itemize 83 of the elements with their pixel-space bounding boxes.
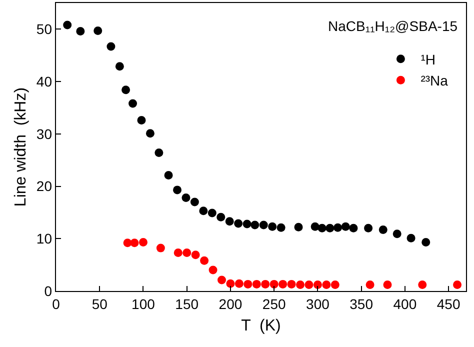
point — [190, 198, 199, 206]
point — [276, 223, 286, 232]
point — [270, 280, 278, 288]
point — [304, 280, 314, 289]
x-tick-label: 100 — [132, 296, 156, 312]
point — [115, 62, 124, 71]
point — [261, 280, 270, 288]
x-tick-label: 50 — [92, 296, 108, 312]
point — [326, 224, 334, 232]
point — [137, 116, 146, 125]
point — [259, 220, 268, 230]
point — [318, 224, 326, 232]
legend-label: ¹H — [420, 51, 436, 68]
point — [173, 186, 182, 194]
point — [364, 224, 373, 232]
point — [174, 248, 182, 258]
point — [130, 238, 139, 248]
x-tick-label: 350 — [350, 296, 374, 312]
point — [268, 222, 277, 231]
point — [76, 27, 85, 36]
point — [138, 238, 148, 247]
point — [164, 171, 173, 180]
point — [383, 280, 392, 289]
x-tick-label: 300 — [306, 296, 330, 312]
annotation: NaCB₁₁H₁₂@SBA-15 — [328, 18, 458, 34]
point — [234, 279, 244, 288]
point — [128, 99, 138, 108]
y-tick-label: 30 — [36, 126, 52, 142]
point — [146, 129, 154, 138]
point — [191, 250, 200, 260]
point — [252, 280, 261, 288]
point — [199, 206, 208, 216]
point — [418, 280, 427, 289]
point — [63, 20, 72, 30]
point — [330, 280, 340, 289]
point — [156, 244, 165, 252]
x-tick-label: 200 — [218, 296, 242, 312]
point — [392, 230, 402, 238]
point — [406, 234, 416, 242]
point — [122, 86, 130, 94]
point — [294, 222, 303, 232]
x-axis-title: T (K) — [241, 318, 281, 335]
y-tick-label: 0 — [44, 282, 52, 299]
point — [378, 225, 388, 234]
point — [250, 220, 260, 230]
point — [106, 42, 116, 51]
point — [234, 219, 243, 228]
point — [182, 248, 192, 258]
point — [208, 266, 218, 274]
point — [287, 280, 296, 288]
point — [217, 276, 226, 284]
point — [310, 222, 320, 231]
point — [216, 212, 226, 222]
x-tick-label: 400 — [393, 296, 417, 312]
point — [322, 280, 331, 289]
point — [94, 26, 102, 35]
point — [242, 220, 252, 228]
point — [154, 148, 164, 158]
point — [453, 280, 462, 289]
point — [366, 280, 374, 289]
point — [313, 280, 322, 289]
point — [341, 222, 350, 231]
point — [349, 224, 358, 232]
point — [208, 208, 216, 218]
point — [334, 223, 342, 232]
point — [226, 279, 235, 288]
y-axis-title: Line width (kHz) — [12, 87, 30, 207]
x-tick-label: 450 — [436, 296, 460, 312]
y-tick-label: 20 — [36, 178, 52, 194]
point — [182, 194, 190, 202]
x-tick-label: 150 — [175, 296, 199, 312]
x-tick-label: 250 — [262, 296, 286, 312]
point — [278, 280, 288, 288]
point — [244, 280, 252, 288]
y-tick-label: 10 — [36, 230, 52, 247]
point — [200, 256, 209, 265]
y-tick-label: 40 — [36, 73, 52, 90]
point — [123, 238, 132, 248]
point — [422, 238, 430, 247]
point — [296, 280, 305, 289]
point — [225, 217, 234, 226]
legend-label: ²³Na — [420, 72, 448, 89]
y-tick-label: 50 — [36, 21, 52, 38]
